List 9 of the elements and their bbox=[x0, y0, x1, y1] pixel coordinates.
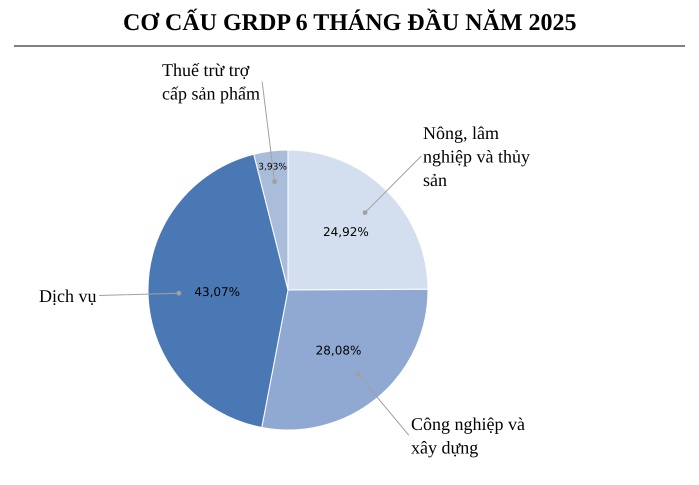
data-label: 43,07% bbox=[194, 285, 240, 300]
slice-label: Dịch vụ bbox=[39, 286, 96, 306]
slice-label: Nông, lâm nghiệp và thủy sản bbox=[423, 123, 530, 190]
slice-label: Thuế trừ trợ cấp sản phẩm bbox=[162, 60, 260, 104]
slice-label: Công nghiệp và xây dựng bbox=[411, 414, 525, 458]
data-label: 24,92% bbox=[323, 224, 369, 239]
data-label: 3,93% bbox=[258, 162, 288, 172]
chart-title: CƠ CẤU GRDP 6 THÁNG ĐẦU NĂM 2025 bbox=[123, 8, 577, 36]
data-label: 28,08% bbox=[316, 344, 362, 358]
